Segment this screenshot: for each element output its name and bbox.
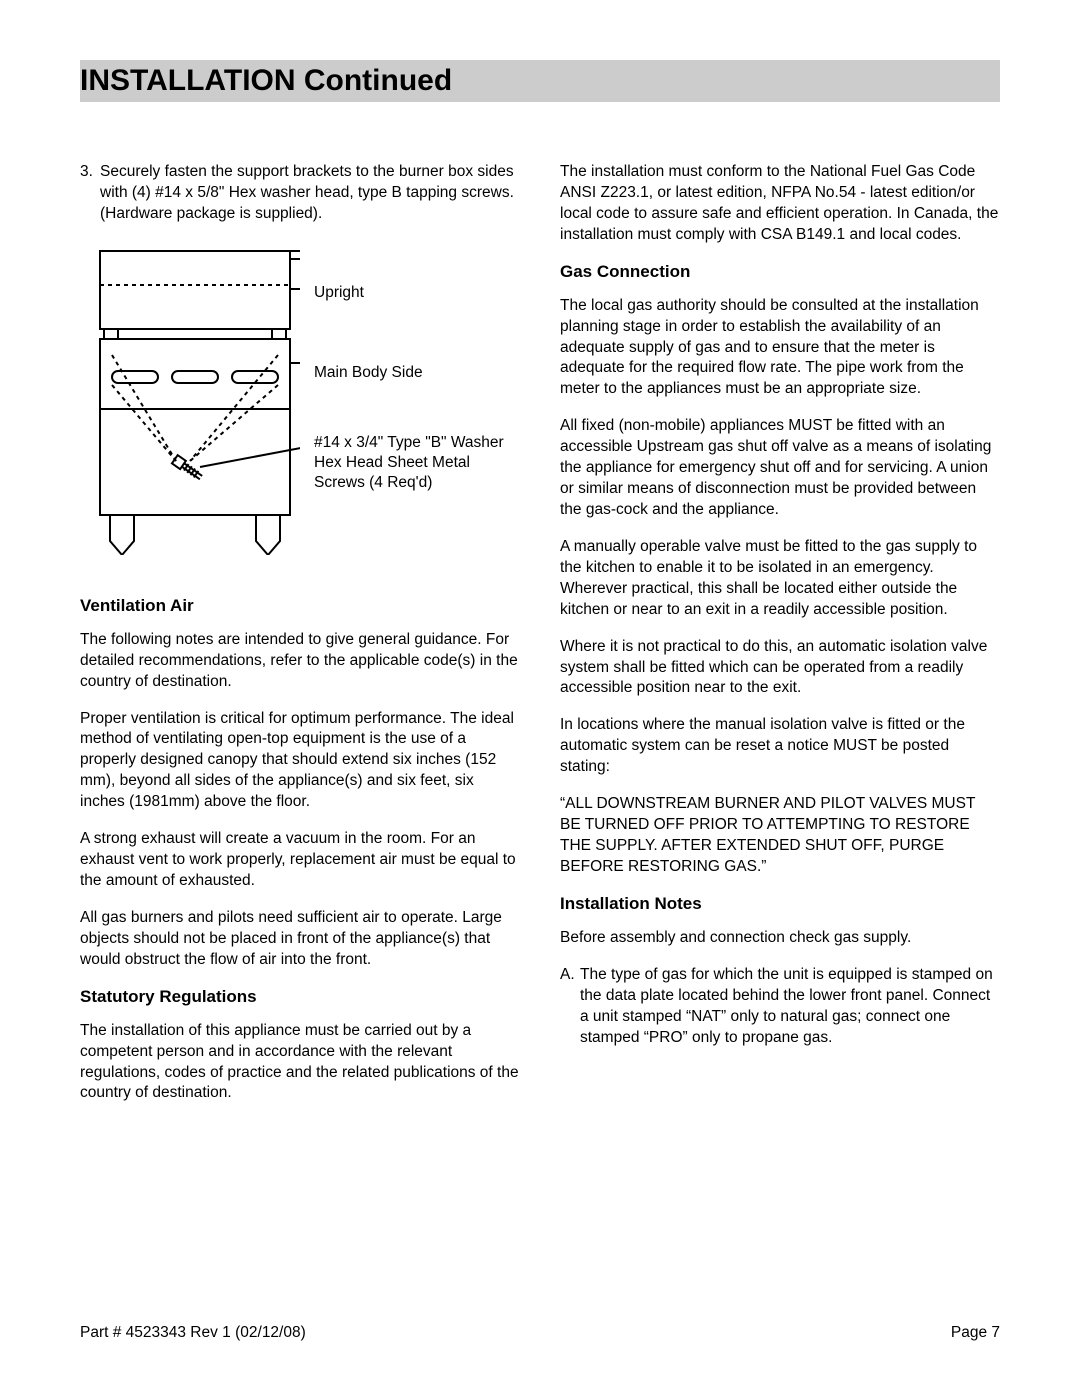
page-footer: Part # 4523343 Rev 1 (02/12/08) Page 7 — [80, 1324, 1000, 1342]
right-column: The installation must conform to the Nat… — [560, 162, 1000, 1120]
step-3-number: 3. — [80, 162, 100, 225]
label-main-body: Main Body Side — [314, 363, 520, 383]
vent-p4: All gas burners and pilots need sufficie… — [80, 908, 520, 971]
note-a-text: The type of gas for which the unit is eq… — [580, 965, 1000, 1049]
gas-p1: The local gas authority should be consul… — [560, 296, 1000, 401]
heading-gas: Gas Connection — [560, 262, 1000, 282]
left-column: 3. Securely fasten the support brackets … — [80, 162, 520, 1120]
heading-ventilation: Ventilation Air — [80, 596, 520, 616]
vent-p3: A strong exhaust will create a vacuum in… — [80, 829, 520, 892]
two-column-layout: 3. Securely fasten the support brackets … — [80, 162, 1000, 1120]
gas-p2: All fixed (non-mobile) appliances MUST b… — [560, 416, 1000, 521]
diagram-labels: Upright Main Body Side #14 x 3/4" Type "… — [314, 245, 520, 560]
step-3-text: Securely fasten the support brackets to … — [100, 162, 520, 225]
top-p: The installation must conform to the Nat… — [560, 162, 1000, 246]
burner-box-diagram — [90, 245, 300, 560]
note-a-letter: A. — [560, 965, 580, 1049]
label-upright: Upright — [314, 283, 520, 303]
gas-p3: A manually operable valve must be fitted… — [560, 537, 1000, 621]
heading-notes: Installation Notes — [560, 894, 1000, 914]
footer-page-number: Page 7 — [951, 1324, 1000, 1342]
label-screws: #14 x 3/4" Type "B" Washer Hex Head Shee… — [314, 433, 520, 493]
stat-p1: The installation of this appliance must … — [80, 1021, 520, 1105]
footer-part-number: Part # 4523343 Rev 1 (02/12/08) — [80, 1324, 306, 1342]
note-a: A. The type of gas for which the unit is… — [560, 965, 1000, 1049]
gas-p6: “ALL DOWNSTREAM BURNER AND PILOT VALVES … — [560, 794, 1000, 878]
diagram-container: Upright Main Body Side #14 x 3/4" Type "… — [80, 245, 520, 560]
vent-p1: The following notes are intended to give… — [80, 630, 520, 693]
gas-p4: Where it is not practical to do this, an… — [560, 637, 1000, 700]
step-3: 3. Securely fasten the support brackets … — [80, 162, 520, 225]
notes-p1: Before assembly and connection check gas… — [560, 928, 1000, 949]
gas-p5: In locations where the manual isolation … — [560, 715, 1000, 778]
page-title: INSTALLATION Continued — [80, 60, 1000, 102]
heading-statutory: Statutory Regulations — [80, 987, 520, 1007]
vent-p2: Proper ventilation is critical for optim… — [80, 709, 520, 814]
